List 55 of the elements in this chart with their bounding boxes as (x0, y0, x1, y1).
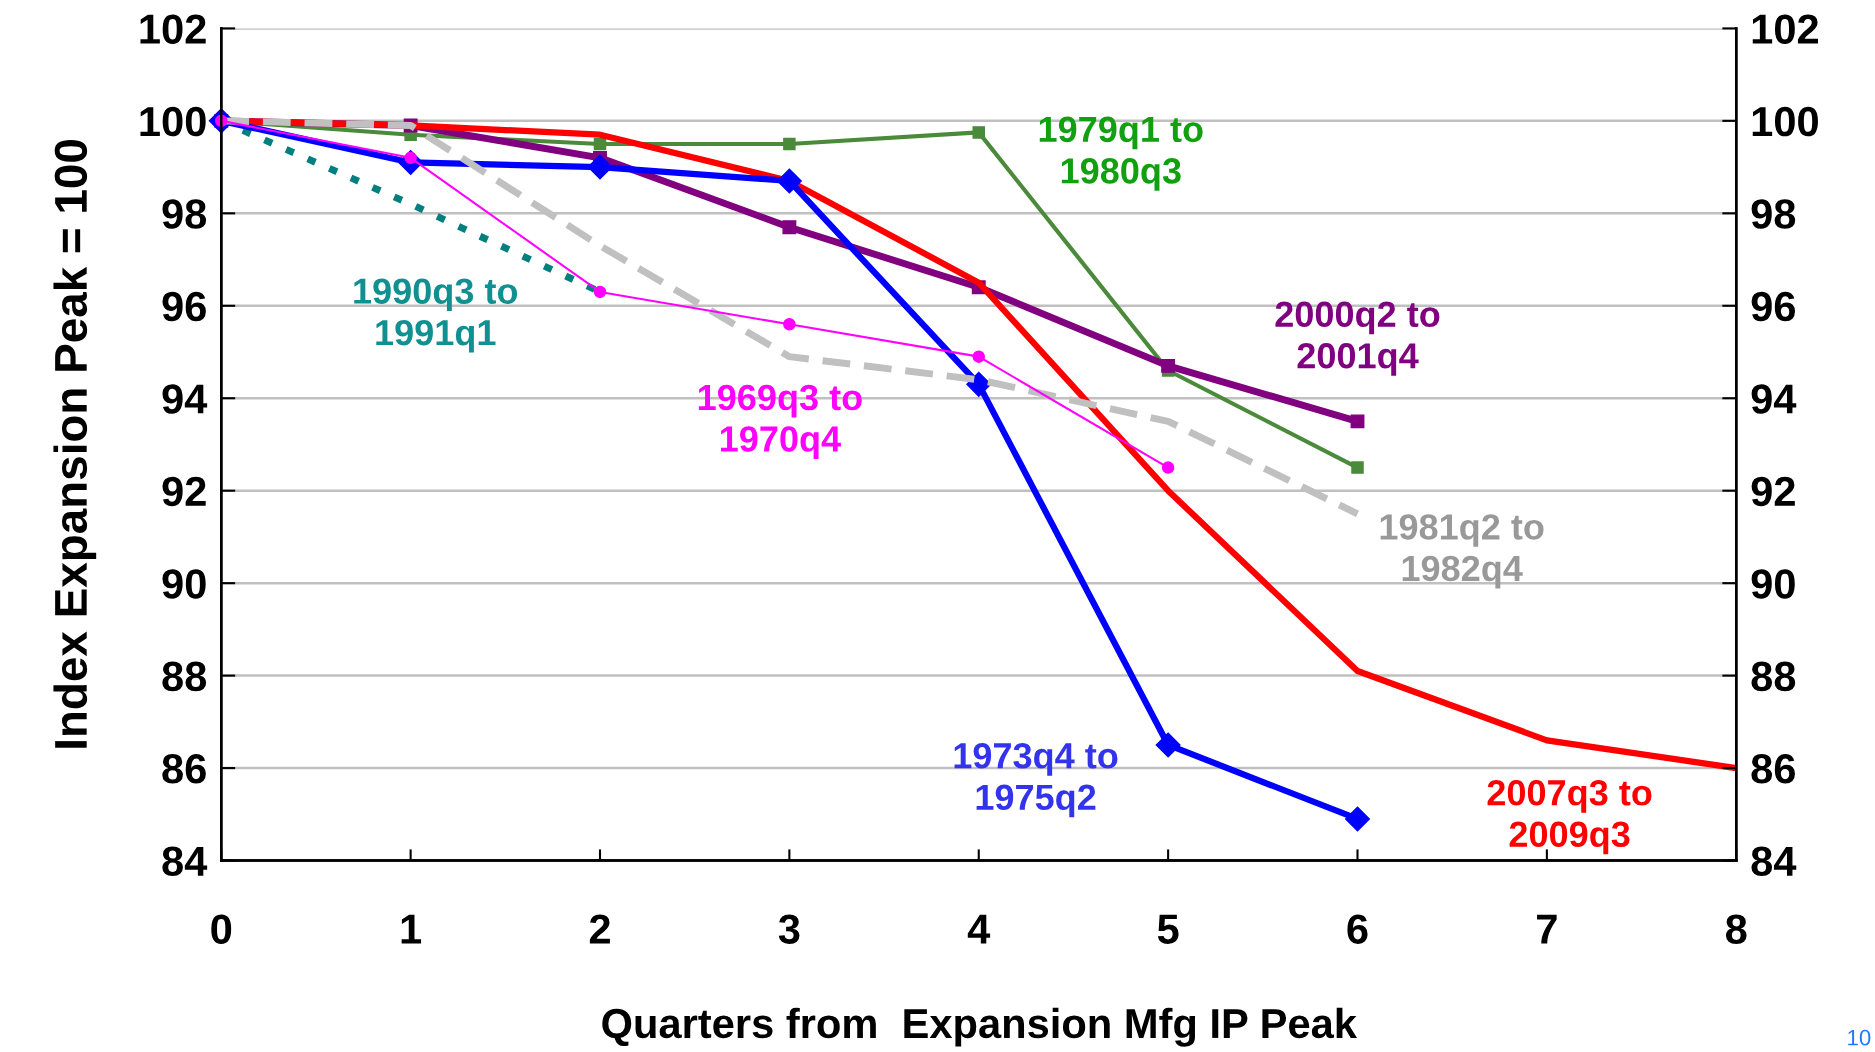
point (593, 285, 607, 299)
y2-tick-label: 90 (1751, 569, 1795, 599)
x-tick-label: 4 (967, 914, 991, 944)
point (593, 137, 607, 151)
y-tick-label: 98 (162, 199, 207, 229)
point (972, 350, 986, 363)
y-tick-label: 102 (140, 14, 206, 44)
point (972, 126, 986, 139)
point (1161, 358, 1176, 373)
point (783, 137, 796, 151)
y2-tick-label: 94 (1751, 384, 1797, 414)
y-tick-label: 92 (162, 476, 206, 507)
x-tick-label: 1 (401, 914, 422, 944)
y-tick-label: 96 (162, 291, 206, 322)
y2-tick-label: 86 (1751, 754, 1795, 784)
point (1350, 414, 1365, 429)
point (587, 154, 613, 180)
y-tick-label: 88 (162, 661, 207, 692)
point (966, 371, 992, 397)
y2-tick-label: 88 (1751, 661, 1796, 692)
y-tick-label: 94 (162, 384, 208, 414)
y-tick-label: 84 (162, 846, 208, 877)
point (1345, 806, 1370, 832)
text: 10 (1848, 1029, 1871, 1046)
x-tick-label: 5 (1157, 914, 1179, 944)
point (776, 168, 802, 194)
y2-tick-label: 98 (1751, 199, 1796, 229)
y2-tick-label: 84 (1751, 846, 1797, 877)
y-axis-title: Index Expansion Peak = 100 (53, 139, 97, 748)
series-label: 1969q3 to 1970q4 (698, 384, 862, 459)
y2-tick-label: 96 (1751, 291, 1795, 322)
y2-tick-label: 102 (1752, 14, 1818, 44)
series-label: 2007q3 to 2009q3 (1487, 779, 1652, 855)
x-axis-title: Quarters from Expansion Mfg IP Peak (602, 1007, 1358, 1047)
point (1155, 732, 1181, 758)
y2-tick-label: 92 (1751, 476, 1795, 507)
x-tick-label: 3 (778, 914, 800, 944)
point (1351, 461, 1364, 474)
series-label: 1990q3 to 1991q1 (354, 278, 518, 353)
series-label: 2000q2 to 2001q4 (1275, 301, 1440, 376)
point (782, 220, 797, 235)
x-tick-label: 8 (1725, 914, 1747, 944)
x-tick-label: 0 (211, 914, 232, 944)
x-tick-label: 7 (1537, 914, 1557, 944)
point (1161, 461, 1175, 474)
y-tick-label: 100 (140, 106, 206, 137)
x-tick-label: 6 (1347, 914, 1368, 944)
y-tick-label: 90 (162, 569, 206, 599)
y-tick-label: 86 (162, 754, 206, 784)
series-label: 1981q2 to 1982q4 (1380, 514, 1544, 589)
point (783, 318, 796, 331)
series-label: 1979q1 to 1980q3 (1039, 116, 1203, 191)
x-tick-label: 2 (589, 914, 610, 944)
y2-tick-label: 100 (1752, 106, 1818, 137)
series-label: 1973q4 to 1975q2 (954, 743, 1118, 818)
